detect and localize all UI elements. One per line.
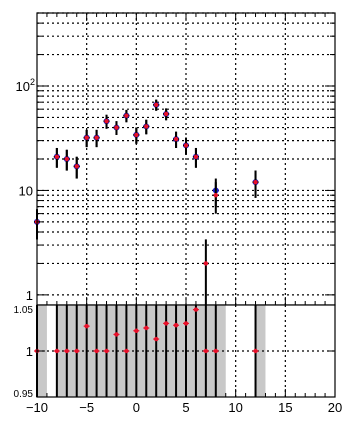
main-point-red	[154, 102, 159, 108]
ratio-point	[64, 348, 70, 354]
x-tick-label: 10	[228, 400, 242, 415]
ratio-point	[163, 321, 169, 326]
x-tick-label: −5	[79, 400, 94, 415]
ratio-uncertainty-bin	[255, 305, 266, 397]
x-tick-label: 0	[133, 400, 140, 415]
ratio-point	[203, 348, 209, 354]
main-point-red	[173, 136, 179, 142]
ratio-point	[154, 336, 159, 342]
main-point-red	[54, 154, 60, 159]
ratio-point	[124, 348, 129, 354]
main-point-red	[203, 261, 209, 266]
main-point-red	[193, 154, 199, 159]
main-panel: 1 10 102	[16, 12, 336, 306]
main-point-red	[134, 132, 139, 138]
main-y-tick-label: 10	[19, 183, 33, 198]
main-point-red	[253, 179, 258, 185]
main-gridlines	[37, 12, 335, 305]
main-point-red	[104, 119, 109, 124]
ratio-y-tick-label: 1	[26, 344, 33, 359]
ratio-point	[54, 348, 60, 354]
main-point-red	[74, 164, 79, 169]
ratio-point	[144, 325, 149, 331]
main-point-red	[64, 156, 70, 162]
main-axis-ticks: 1 10 102	[16, 12, 336, 305]
ratio-point	[84, 323, 89, 329]
ratio-point	[94, 348, 99, 354]
main-y-tick-label: 1	[26, 288, 33, 303]
x-tick-label: 5	[182, 400, 189, 415]
main-point-red	[144, 124, 149, 129]
ratio-point	[74, 348, 79, 354]
main-point-red	[94, 135, 99, 140]
main-point-red	[183, 143, 189, 148]
ratio-axis-ticks: −10 −5 0 5 10 15 20 0.95 1 1.05	[14, 304, 342, 415]
ratio-y-tick-label: 1.05	[14, 305, 34, 316]
ratio-point	[173, 323, 179, 328]
main-point-red	[84, 135, 89, 140]
ratio-point	[193, 307, 199, 312]
ratio-point	[134, 328, 139, 333]
main-point-red	[114, 125, 119, 130]
ratio-data-points	[34, 305, 259, 397]
x-tick-label: 20	[328, 400, 342, 415]
main-point-red	[163, 111, 169, 117]
ratio-point	[183, 321, 189, 326]
x-tick-label: 15	[278, 400, 292, 415]
main-point-red	[213, 193, 218, 198]
ratio-point	[104, 348, 109, 354]
ratio-point	[213, 348, 218, 354]
x-tick-label: −10	[26, 400, 48, 415]
main-point-red	[124, 113, 129, 118]
ratio-point	[114, 332, 119, 337]
ratio-panel: −10 −5 0 5 10 15 20 0.95 1 1.05	[14, 304, 342, 415]
ratio-y-tick-label: 0.95	[14, 389, 34, 400]
main-y-tick-label: 102	[16, 77, 35, 94]
ratio-point	[253, 348, 258, 354]
